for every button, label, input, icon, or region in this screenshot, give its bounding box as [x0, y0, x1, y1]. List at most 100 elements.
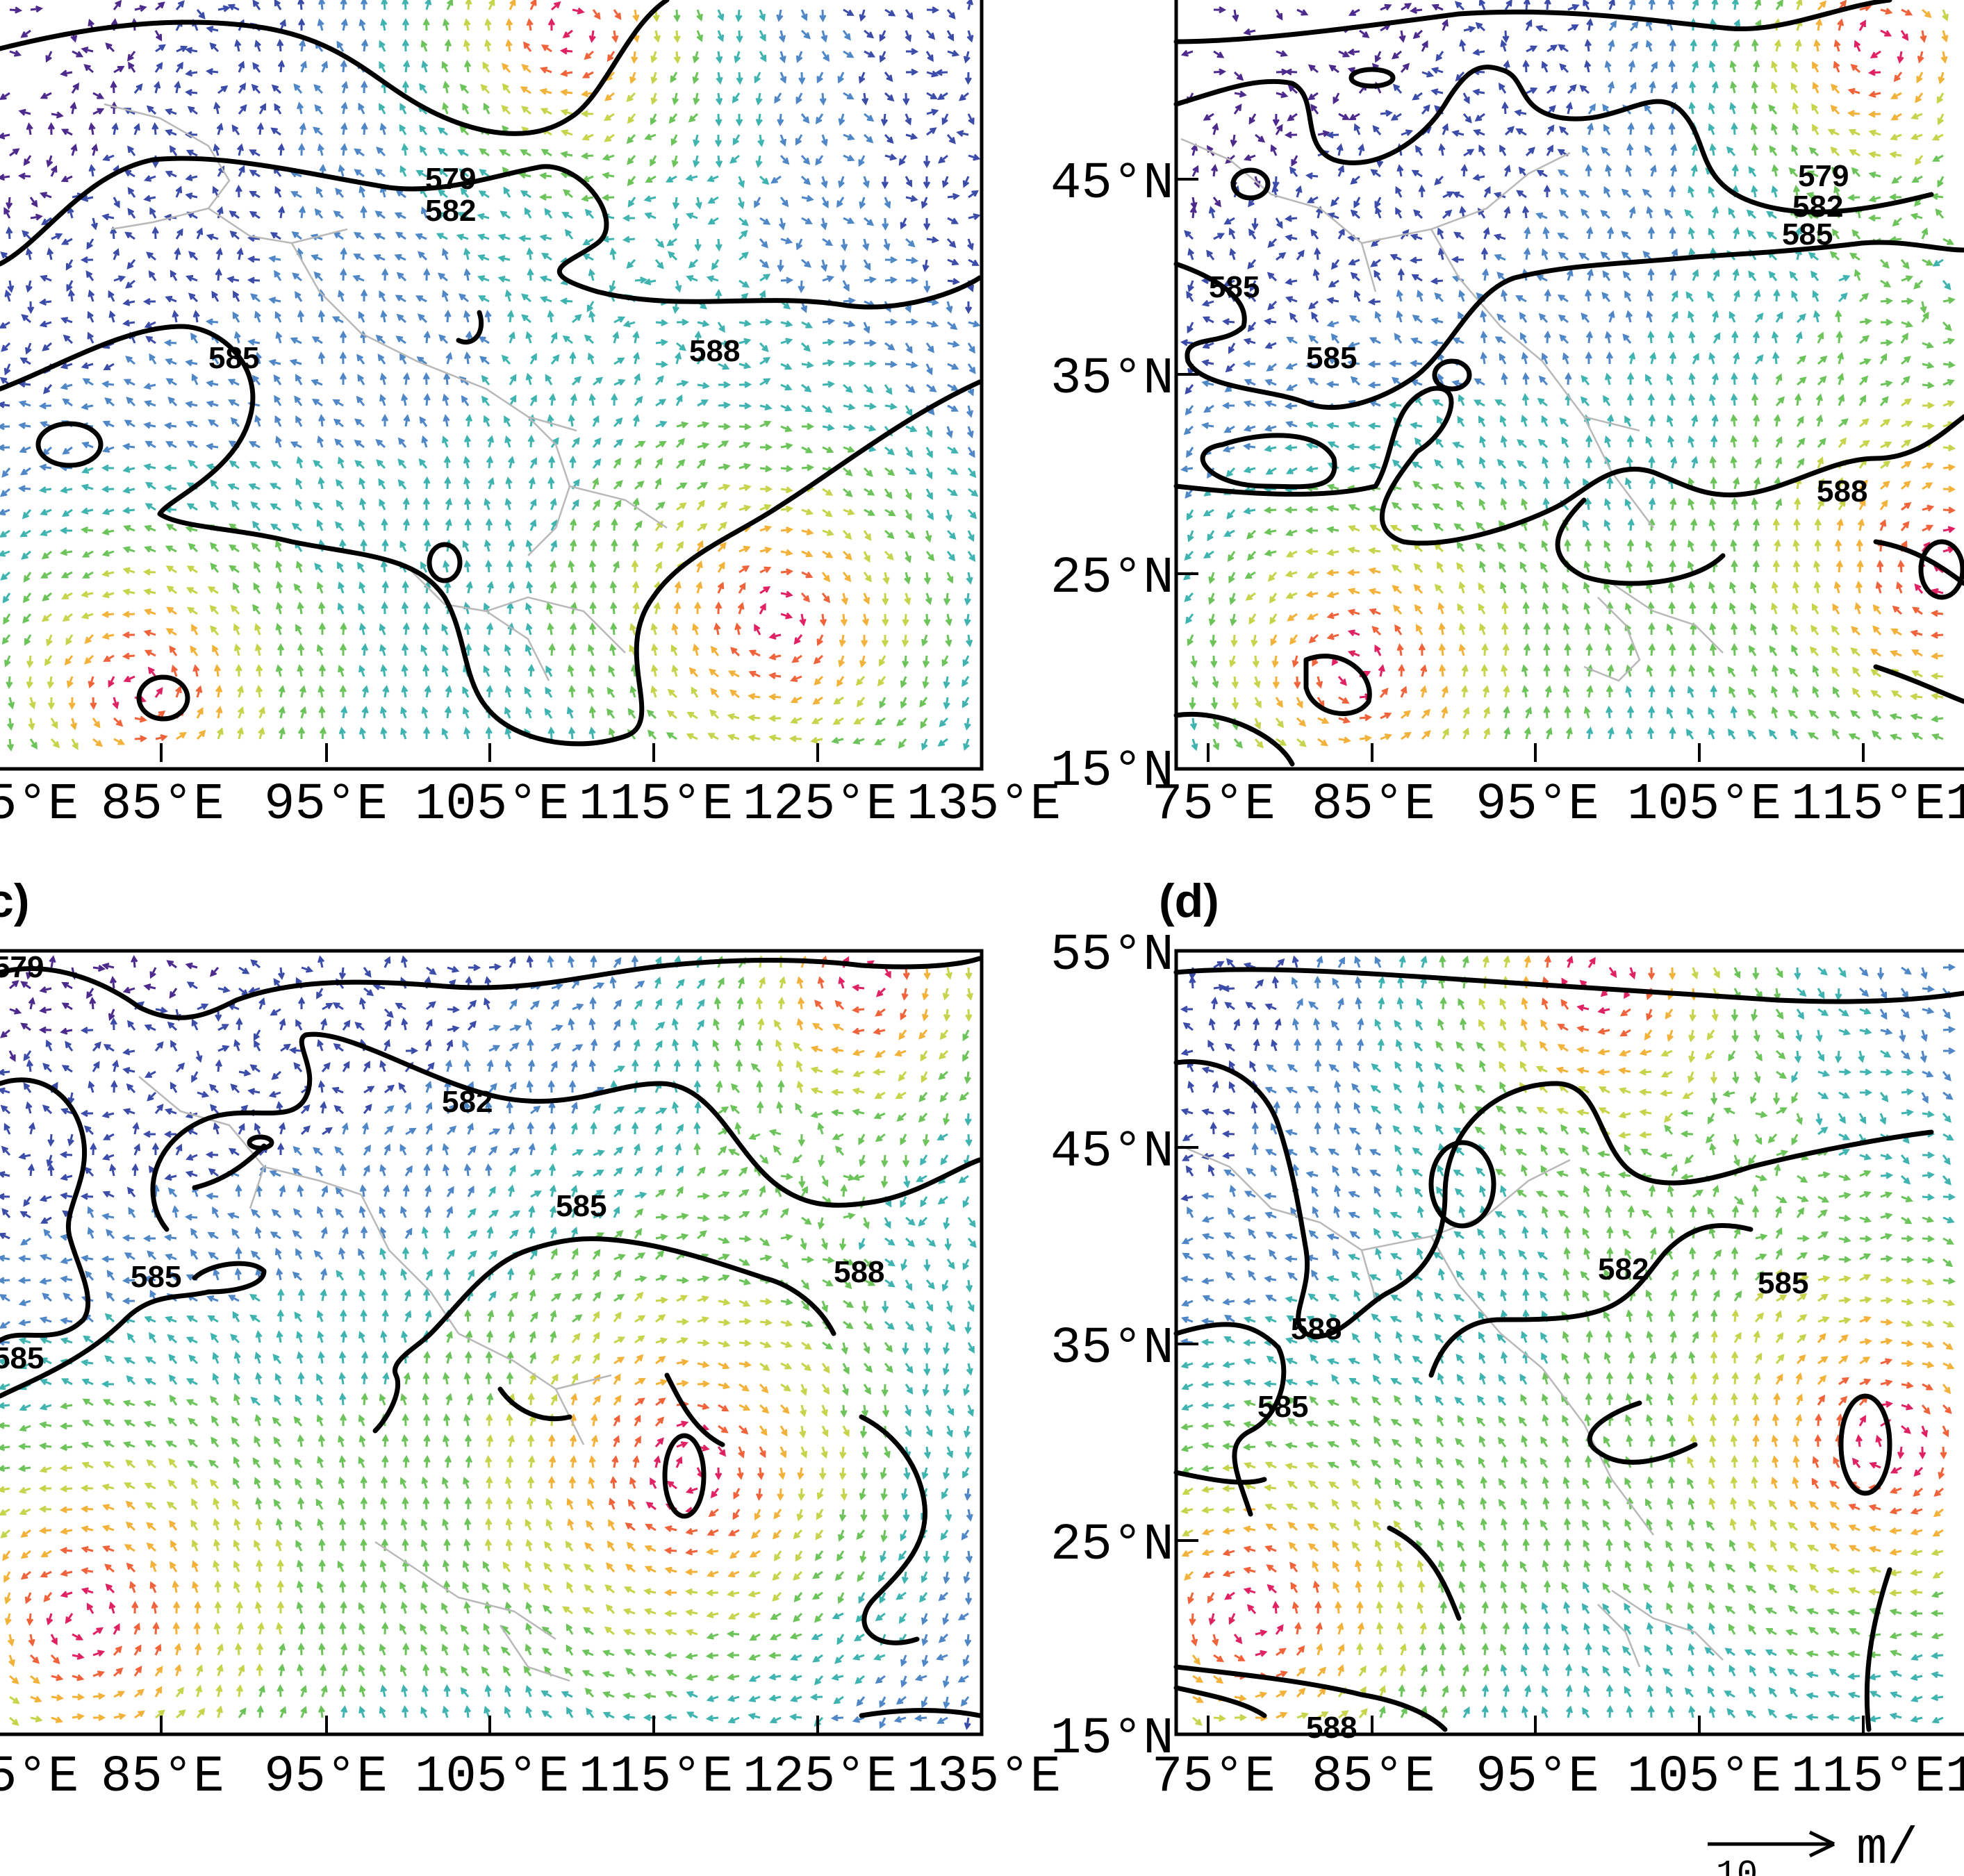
wind-vector	[0, 1402, 10, 1409]
wind-vector	[718, 401, 732, 409]
wind-vector	[714, 135, 723, 148]
wind-vector	[1775, 373, 1783, 385]
wind-vector	[149, 207, 157, 219]
wind-vector	[1867, 69, 1881, 76]
wind-vector	[550, 1330, 557, 1343]
wind-vector	[570, 538, 577, 552]
wind-vector	[1597, 1006, 1610, 1014]
wind-vector	[154, 1686, 163, 1697]
wind-vector	[923, 155, 931, 169]
wind-vector	[331, 1086, 344, 1094]
wind-vector	[1314, 975, 1321, 989]
wind-vector	[291, 522, 302, 532]
wind-vector	[84, 654, 94, 665]
wind-vector	[1503, 685, 1510, 698]
wind-vector	[3, 1122, 11, 1135]
wind-vector	[255, 1580, 263, 1593]
wind-vector	[525, 1538, 533, 1552]
wind-vector	[882, 572, 890, 585]
wind-vector	[880, 1529, 888, 1543]
wind-vector	[613, 1435, 620, 1447]
wind-vector	[397, 479, 407, 490]
wind-vector	[339, 1517, 347, 1531]
wind-vector	[904, 572, 911, 585]
wind-vector	[1389, 254, 1402, 261]
wind-vector	[820, 176, 828, 189]
wind-vector	[358, 1414, 365, 1427]
wind-vector	[402, 59, 411, 73]
wind-vector	[1212, 197, 1221, 208]
wind-vector	[692, 72, 700, 85]
wind-vector	[71, 738, 79, 750]
wind-vector	[962, 1467, 970, 1479]
wind-vector	[655, 1397, 666, 1406]
wind-vector	[1523, 0, 1530, 10]
wind-vector	[1525, 147, 1535, 157]
wind-vector	[943, 1113, 950, 1126]
wind-vector	[696, 458, 707, 470]
wind-vector	[864, 276, 877, 283]
wind-vector	[1542, 476, 1551, 490]
wind-vector	[274, 0, 282, 10]
wind-vector	[83, 1335, 94, 1344]
wind-vector	[1913, 279, 1924, 290]
wind-vector	[964, 613, 971, 626]
wind-vector	[255, 1372, 263, 1385]
wind-vector	[819, 92, 827, 106]
wind-vector	[81, 362, 94, 370]
wind-vector	[379, 372, 387, 385]
wind-vector	[1858, 19, 1866, 31]
wind-vector	[1812, 665, 1819, 677]
wind-vector	[1794, 497, 1801, 510]
wind-vector	[898, 1550, 907, 1561]
wind-vector	[320, 1268, 328, 1281]
wind-vector	[1563, 456, 1571, 469]
wind-vector	[295, 1248, 303, 1260]
wind-vector	[859, 9, 866, 22]
wind-vector	[900, 676, 907, 688]
wind-vector	[1292, 955, 1299, 968]
wind-vector	[402, 0, 409, 10]
wind-vector	[923, 967, 931, 981]
wind-vector	[964, 1446, 972, 1460]
wind-vector	[1900, 1049, 1911, 1060]
wind-vector	[424, 0, 432, 10]
wind-vector	[497, 233, 511, 241]
wind-vector	[358, 1205, 366, 1218]
wind-vector	[527, 1059, 536, 1072]
wind-vector	[589, 580, 597, 593]
wind-vector	[101, 632, 115, 640]
wind-vector	[1479, 623, 1486, 636]
wind-vector	[464, 1434, 472, 1447]
wind-vector	[627, 176, 636, 187]
wind-vector	[314, 208, 324, 219]
wind-vector	[499, 149, 511, 157]
wind-vector	[1832, 228, 1840, 240]
wind-vector	[84, 1166, 94, 1177]
wind-vector	[143, 983, 156, 991]
wind-vector	[405, 1127, 417, 1136]
wind-vector	[1501, 101, 1509, 115]
wind-vector	[318, 413, 326, 427]
wind-vector	[354, 1022, 365, 1031]
wind-vector	[505, 39, 513, 52]
wind-vector	[613, 1395, 622, 1406]
wind-vector	[340, 101, 348, 115]
wind-vector	[1772, 517, 1781, 531]
wind-vector	[1435, 437, 1444, 448]
wind-vector	[729, 1104, 741, 1115]
wind-vector	[801, 1320, 814, 1327]
wind-vector	[1880, 481, 1890, 490]
wind-vector	[707, 196, 719, 204]
wind-vector	[943, 1342, 950, 1355]
wind-vector	[1263, 506, 1277, 514]
wind-vector	[718, 1318, 731, 1327]
wind-vector	[718, 1191, 730, 1198]
wind-vector	[446, 1125, 457, 1136]
wind-vector	[423, 601, 431, 615]
wind-vector	[379, 706, 387, 719]
wind-vector	[1284, 444, 1298, 451]
wind-vector	[613, 499, 622, 510]
wind-vector	[526, 1497, 534, 1510]
wind-vector	[254, 310, 261, 323]
